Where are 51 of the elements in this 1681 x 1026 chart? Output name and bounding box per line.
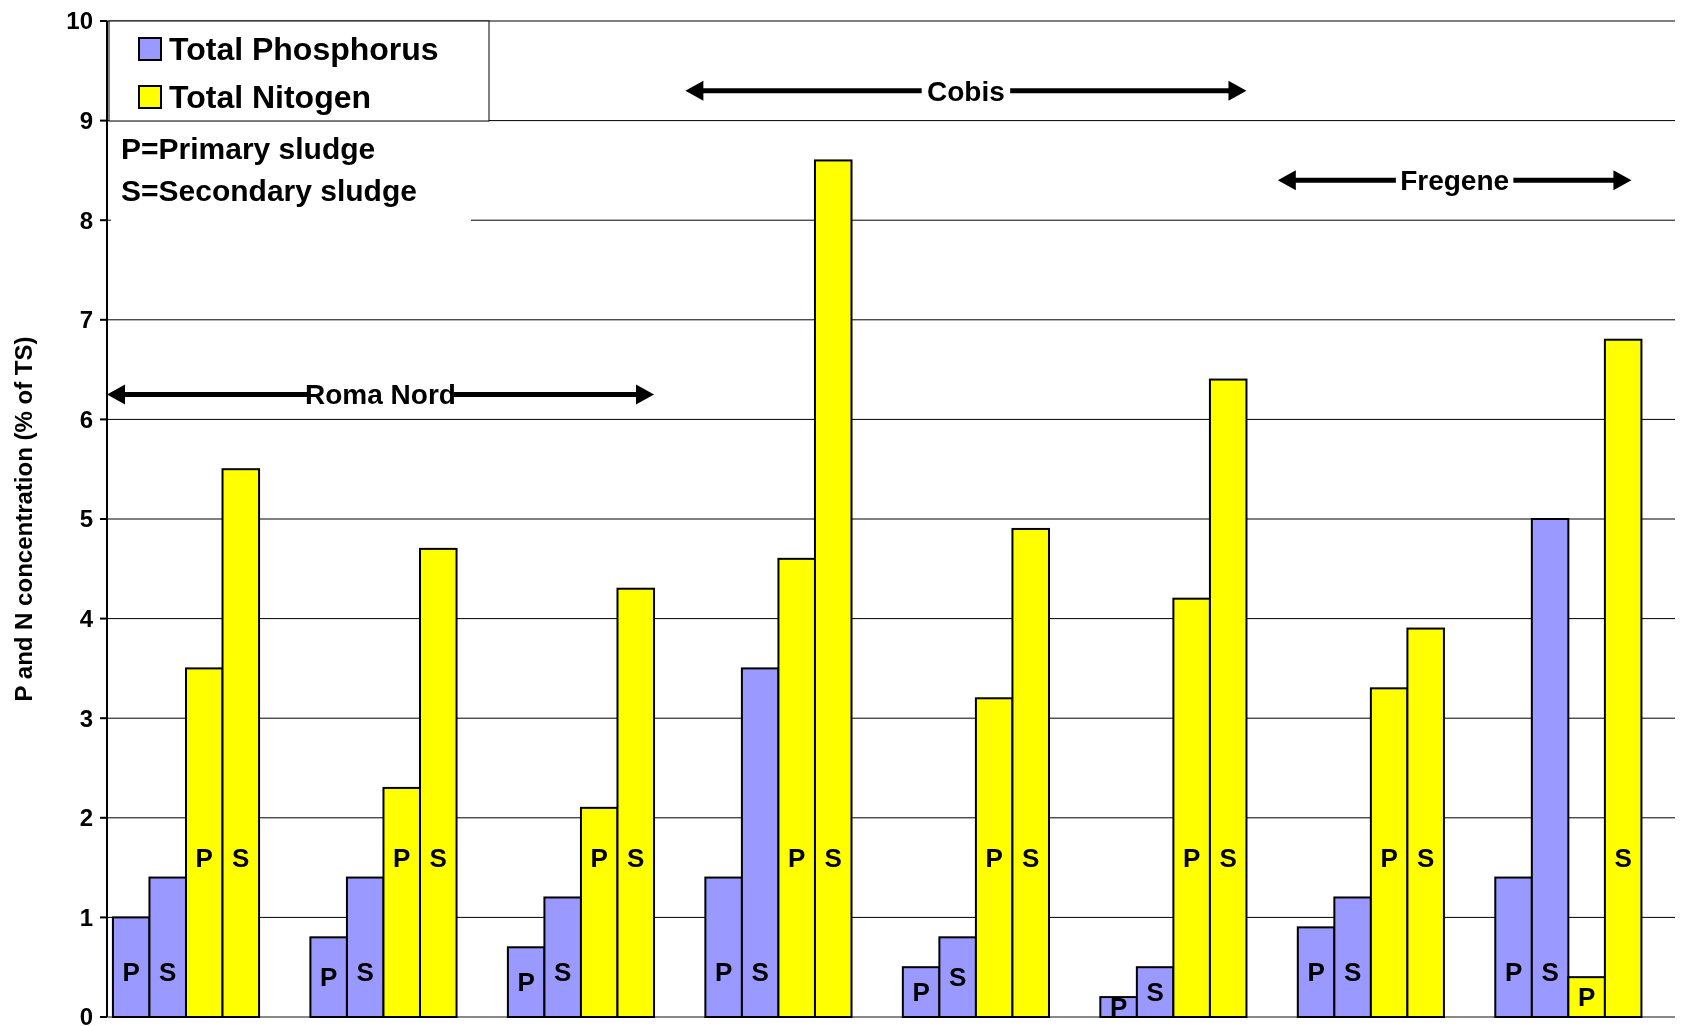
y-tick-label: 1: [79, 903, 93, 931]
data-label: S: [1343, 957, 1362, 988]
data-label: P: [1577, 982, 1596, 1013]
data-label: S: [1022, 842, 1040, 873]
data-label: S: [1417, 842, 1435, 873]
legend-label: Total Nitogen: [169, 79, 372, 116]
data-label: P: [590, 842, 608, 873]
data-label: P: [122, 957, 140, 988]
data-label: P: [517, 967, 535, 998]
data-label: P: [788, 842, 806, 873]
data-label: S: [159, 957, 177, 988]
data-label: P: [195, 842, 213, 873]
data-label: S: [824, 842, 842, 873]
annotation: Roma Nord: [305, 379, 456, 411]
annotation: Fregene: [1400, 165, 1510, 197]
y-tick-label: 7: [79, 306, 93, 334]
data-label: S: [232, 842, 250, 873]
data-label: S: [1219, 842, 1237, 873]
data-label: S: [948, 962, 967, 993]
y-tick-label: 4: [79, 605, 94, 632]
data-label: P: [912, 977, 930, 1008]
y-tick-label: 3: [79, 704, 93, 732]
y-tick-label: 0: [79, 1003, 93, 1026]
annotation: P=Primary sludge: [121, 131, 376, 165]
y-tick-label: 9: [79, 107, 93, 134]
data-label: S: [1541, 957, 1559, 988]
y-tick-label: 6: [79, 405, 93, 433]
data-label: S: [356, 957, 374, 988]
y-axis-title: P and N concentration (% of TS): [10, 336, 37, 702]
y-tick-label: 10: [66, 7, 93, 35]
y-tick-label: 2: [79, 804, 93, 832]
y-tick-label: 8: [79, 206, 93, 234]
data-label: P: [1307, 957, 1325, 988]
data-label: S: [627, 842, 645, 873]
data-label: S: [1614, 842, 1632, 873]
annotation: Cobis: [927, 75, 1005, 107]
data-label: P: [1182, 842, 1201, 873]
data-label: P: [1109, 992, 1128, 1023]
data-label: P: [1380, 842, 1398, 873]
data-label: P: [320, 962, 338, 993]
data-label: P: [714, 957, 733, 988]
annotation: S=Secondary sludge: [121, 173, 417, 207]
data-label: S: [554, 957, 572, 988]
data-label: S: [429, 842, 447, 873]
data-label: S: [751, 957, 769, 988]
legend-label: Total Phosphorus: [169, 31, 439, 68]
data-label: S: [1146, 977, 1164, 1008]
data-label: P: [393, 842, 411, 873]
data-label: P: [1504, 957, 1523, 988]
y-tick-label: 5: [79, 505, 93, 533]
data-label: P: [985, 842, 1003, 873]
